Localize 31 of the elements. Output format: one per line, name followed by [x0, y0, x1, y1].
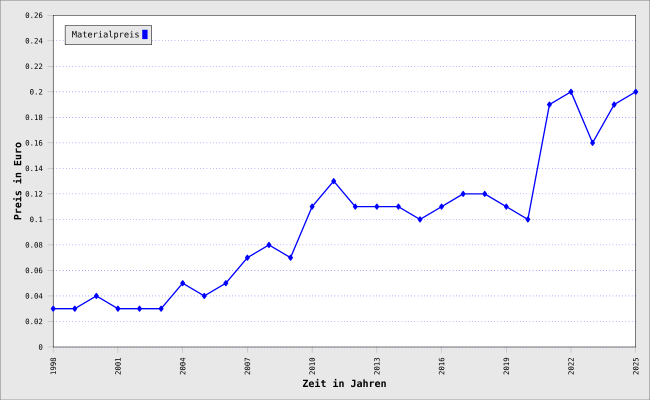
point	[482, 190, 488, 197]
point	[546, 101, 552, 108]
point	[460, 190, 466, 197]
point	[94, 292, 99, 299]
point	[525, 216, 530, 222]
point	[202, 292, 207, 299]
point	[158, 306, 164, 312]
legend-label: Materialpreis	[72, 30, 139, 40]
point	[439, 203, 444, 210]
point	[50, 306, 56, 312]
point	[223, 280, 228, 286]
point	[396, 203, 401, 210]
point	[352, 203, 358, 210]
point	[180, 280, 186, 286]
point	[374, 203, 380, 210]
point	[331, 178, 336, 184]
point	[266, 242, 272, 248]
point	[612, 101, 617, 108]
point	[633, 88, 638, 95]
point	[288, 254, 294, 261]
point	[72, 306, 78, 312]
point	[137, 306, 142, 312]
point	[310, 203, 315, 210]
point	[115, 306, 120, 312]
point	[568, 88, 574, 95]
y-axis-title: Preis in Euro	[13, 142, 22, 220]
point	[590, 140, 596, 146]
point	[418, 216, 422, 222]
x-axis-title: Zeit in Jahren	[302, 378, 386, 388]
point	[244, 254, 250, 261]
point	[504, 203, 509, 210]
